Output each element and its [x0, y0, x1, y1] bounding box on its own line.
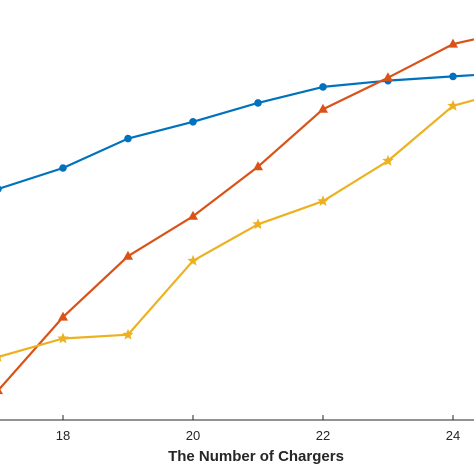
data-point-star	[317, 195, 329, 207]
data-point-triangle	[0, 388, 3, 395]
data-point-star	[187, 254, 199, 266]
x-tick-label: 22	[316, 428, 330, 443]
data-point-circle	[254, 99, 262, 107]
x-tick-label: 20	[186, 428, 200, 443]
series-line	[0, 98, 474, 358]
x-tick-label: 24	[446, 428, 460, 443]
data-point-triangle	[448, 38, 458, 48]
x-tick-label: 18	[56, 428, 70, 443]
data-point-star	[122, 328, 134, 340]
data-point-star	[57, 332, 69, 344]
data-point-triangle	[188, 210, 198, 220]
x-axis-ticks: 18 20 22 24	[56, 415, 460, 443]
series-2	[0, 38, 474, 395]
data-point-star	[382, 154, 394, 166]
data-point-triangle	[318, 103, 328, 113]
data-point-circle	[189, 118, 197, 126]
series-3	[0, 98, 474, 362]
data-point-star	[0, 354, 4, 362]
data-point-star	[252, 218, 264, 230]
series-line	[0, 73, 474, 190]
data-point-triangle	[383, 72, 393, 82]
x-axis-title: The Number of Chargers	[168, 448, 344, 465]
data-point-triangle	[58, 311, 68, 321]
series-1	[0, 72, 474, 193]
data-point-circle	[319, 83, 327, 91]
data-point-circle	[0, 185, 2, 193]
data-point-triangle	[253, 161, 263, 171]
data-point-circle	[449, 72, 457, 81]
data-point-circle	[59, 164, 67, 172]
data-point-triangle	[123, 250, 133, 260]
data-point-circle	[124, 134, 132, 143]
series-layer	[0, 38, 474, 395]
series-line	[0, 38, 474, 390]
data-point-star	[447, 99, 459, 111]
